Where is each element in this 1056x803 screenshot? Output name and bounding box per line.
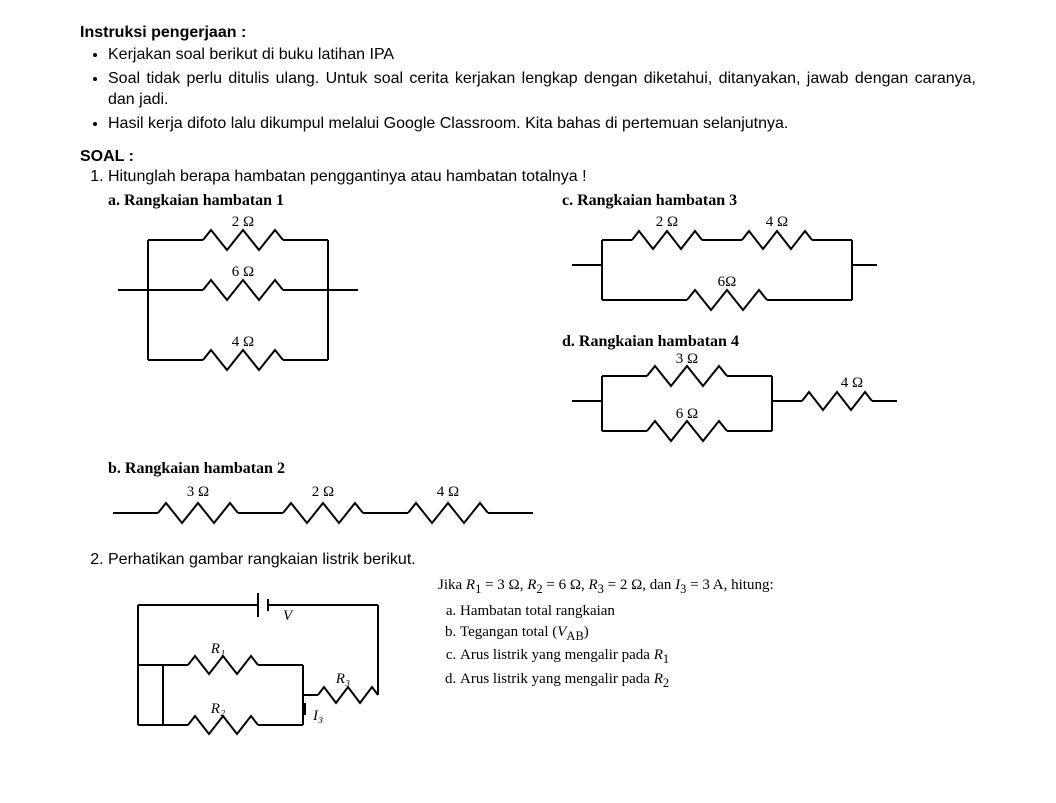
q1c-circuit: 2 Ω 4 Ω 6Ω xyxy=(562,210,882,320)
instruction-item: Kerjakan soal berikut di buku latihan IP… xyxy=(108,44,976,66)
q1c-r1-label: 2 Ω xyxy=(656,214,678,230)
q2-R3-label: R₃ xyxy=(335,671,350,687)
q1d-r2-label: 6 Ω xyxy=(676,406,698,422)
instruction-item: Soal tidak perlu ditulis ulang. Untuk so… xyxy=(108,68,976,111)
q1c-label: c. Rangkaian hambatan 3 xyxy=(562,192,737,209)
q1c-r3-label: 6Ω xyxy=(718,274,737,290)
q1d-circuit: 3 Ω 6 Ω 4 Ω xyxy=(562,351,902,451)
q1b-label: b. Rangkaian hambatan 2 xyxy=(108,460,285,477)
q1-prompt: Hitunglah berapa hambatan penggantinya a… xyxy=(108,168,976,186)
q1a-r1-label: 2 Ω xyxy=(232,214,254,230)
q2-ask-list: Hambatan total rangkaian Tegangan total … xyxy=(438,601,774,693)
q1b: b. Rangkaian hambatan 2 3 Ω 2 Ω 4 Ω xyxy=(108,460,976,533)
q1b-circuit: 3 Ω 2 Ω 4 Ω xyxy=(108,478,538,528)
q2-circuit: V R₁ R₂ R₃ I₃ xyxy=(108,575,408,745)
q2-I3-label: I₃ xyxy=(312,708,323,724)
q1b-r1-label: 3 Ω xyxy=(187,484,209,500)
q2-ask-c: Arus listrik yang mengalir pada R1 xyxy=(460,645,774,669)
instructions-heading: Instruksi pengerjaan : xyxy=(80,24,976,42)
questions-list: Hitunglah berapa hambatan penggantinya a… xyxy=(80,168,976,745)
q2-ask-a: Hambatan total rangkaian xyxy=(460,601,774,622)
soal-heading: SOAL : xyxy=(80,148,976,166)
question-1: Hitunglah berapa hambatan penggantinya a… xyxy=(108,168,976,533)
q1a-label: a. Rangkaian hambatan 1 xyxy=(108,192,284,209)
q2-text-block: Jika R1 = 3 Ω, R2 = 6 Ω, R3 = 2 Ω, dan I… xyxy=(438,575,774,692)
q2-V-label: V xyxy=(283,608,294,624)
q1-row-1: a. Rangkaian hambatan 1 xyxy=(108,192,976,456)
q1b-r3-label: 4 Ω xyxy=(437,484,459,500)
q1d-r3-label: 4 Ω xyxy=(841,375,863,391)
q2-R2-label: R₂ xyxy=(210,701,225,717)
q1a-r3-label: 4 Ω xyxy=(232,334,254,350)
worksheet-page: Instruksi pengerjaan : Kerjakan soal ber… xyxy=(0,0,1056,803)
q1a-circuit: 2 Ω 6 Ω 4 Ω xyxy=(108,210,368,380)
q1a: a. Rangkaian hambatan 1 xyxy=(108,192,522,456)
q2-ask-d: Arus listrik yang mengalir pada R2 xyxy=(460,669,774,693)
instruction-item: Hasil kerja difoto lalu dikumpul melalui… xyxy=(108,113,976,135)
q1c: c. Rangkaian hambatan 3 xyxy=(562,192,976,456)
q2-ask-b: Tegangan total (VAB) xyxy=(460,622,774,646)
q1a-r2-label: 6 Ω xyxy=(232,264,254,280)
q1d-r1-label: 3 Ω xyxy=(676,351,698,367)
q2-given: Jika R1 = 3 Ω, R2 = 6 Ω, R3 = 2 Ω, dan I… xyxy=(438,575,774,599)
q2-prompt: Perhatikan gambar rangkaian listrik beri… xyxy=(108,551,976,569)
q1d-label: d. Rangkaian hambatan 4 xyxy=(562,333,739,350)
q1c-r2-label: 4 Ω xyxy=(766,214,788,230)
question-2: Perhatikan gambar rangkaian listrik beri… xyxy=(108,551,976,745)
instructions-list: Kerjakan soal berikut di buku latihan IP… xyxy=(80,44,976,134)
q2-R1-label: R₁ xyxy=(210,641,225,657)
q1b-r2-label: 2 Ω xyxy=(312,484,334,500)
